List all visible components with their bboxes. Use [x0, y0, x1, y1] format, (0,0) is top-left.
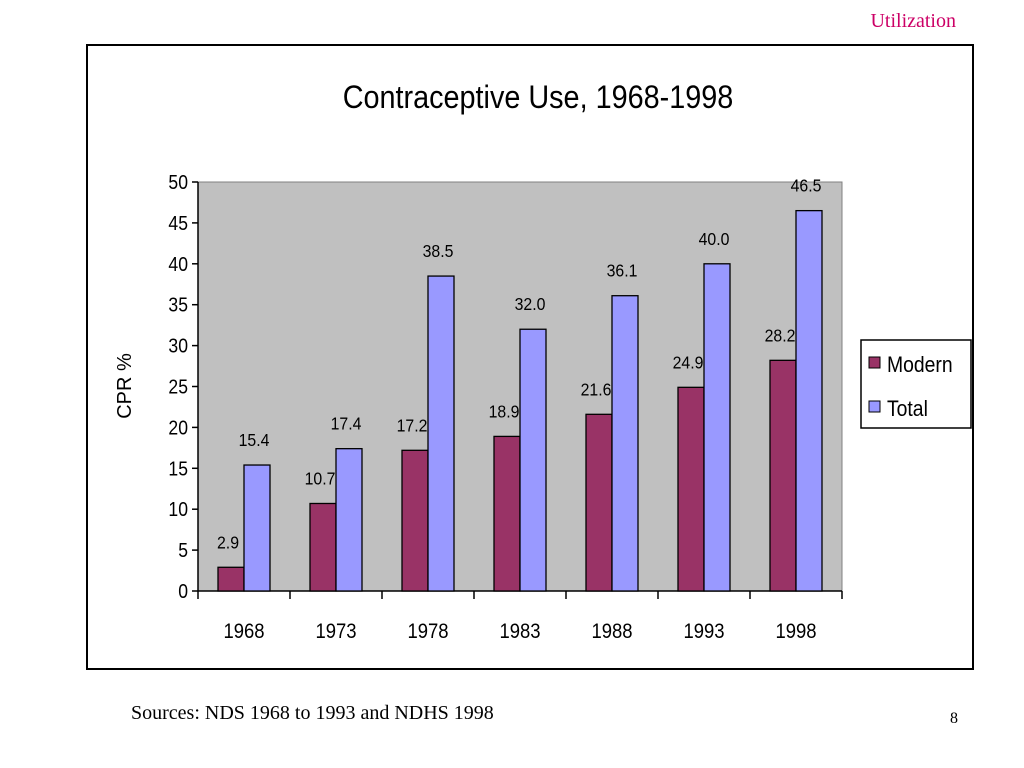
data-label-modern: 24.9 — [673, 352, 704, 372]
data-label-modern: 10.7 — [305, 469, 336, 489]
y-tick-label: 35 — [168, 294, 188, 316]
y-tick-label: 40 — [168, 253, 188, 275]
y-tick-label: 15 — [168, 457, 188, 479]
bar-total — [795, 209, 823, 592]
x-tick-label: 1973 — [315, 620, 356, 643]
y-tick-label: 20 — [168, 416, 188, 438]
data-label-modern: 17.2 — [397, 415, 428, 435]
legend: Modern Total — [860, 339, 972, 429]
bar-modern — [493, 435, 521, 592]
sources-note: Sources: NDS 1968 to 1993 and NDHS 1998 — [131, 702, 494, 724]
y-tick-label: 25 — [168, 375, 188, 397]
axes: 0 5 10 15 20 25 30 35 40 45 50 1968 1973 1978 1983 1988… — [168, 171, 843, 643]
bar-modern — [217, 566, 245, 592]
data-label-modern: 2.9 — [217, 532, 239, 552]
legend-box — [860, 339, 972, 429]
x-tick-label: 1988 — [591, 620, 632, 643]
data-label-modern: 21.6 — [581, 379, 612, 399]
bar-total — [703, 263, 731, 592]
y-tick-label: 0 — [178, 580, 188, 602]
x-tick-label: 1993 — [683, 620, 724, 643]
data-label-modern: 28.2 — [765, 325, 796, 345]
data-label-total: 40.0 — [699, 229, 730, 249]
data-label-total: 38.5 — [423, 241, 454, 261]
legend-swatch-total — [868, 400, 881, 413]
y-axis-label: CPR % — [114, 353, 136, 419]
y-tick-label: 30 — [168, 335, 188, 357]
data-label-total: 32.0 — [515, 294, 546, 314]
y-tick-label: 50 — [168, 171, 188, 193]
slide-header-tag: Utilization — [870, 10, 956, 32]
chart-svg: Contraceptive Use, 1968-1998 0 5 10 15 20 25 3… — [114, 80, 972, 643]
x-tick-label: 1968 — [223, 620, 264, 643]
bar-total — [335, 448, 363, 592]
data-label-total: 17.4 — [331, 414, 362, 434]
bar-total — [243, 464, 271, 592]
bar-modern — [309, 502, 337, 592]
bar-total — [611, 295, 639, 592]
chart-frame: Contraceptive Use, 1968-1998 0 5 10 15 20 25 3… — [86, 44, 974, 670]
data-label-total: 15.4 — [239, 430, 270, 450]
chart-title: Contraceptive Use, 1968-1998 — [343, 80, 734, 116]
x-tick-label: 1983 — [499, 620, 540, 643]
x-tick-label: 1998 — [775, 620, 816, 643]
page-number: 8 — [950, 710, 958, 727]
bar-total — [427, 275, 455, 592]
x-tick-label: 1978 — [407, 620, 448, 643]
bar-total — [519, 328, 547, 592]
data-labels: 2.9 15.4 10.7 17.4 17.2 38.5 18.9 32.0 21.6 36.1 2… — [217, 176, 821, 553]
legend-label-modern: Modern — [887, 353, 953, 377]
bar-modern — [401, 449, 429, 592]
data-label-modern: 18.9 — [489, 401, 520, 421]
y-tick-label: 45 — [168, 212, 188, 234]
data-label-total: 36.1 — [607, 261, 638, 281]
legend-swatch-modern — [868, 356, 881, 369]
y-tick-label: 10 — [168, 498, 188, 520]
y-tick-label: 5 — [178, 539, 188, 561]
bars — [217, 209, 823, 592]
data-label-total: 46.5 — [791, 176, 822, 196]
bar-modern — [769, 359, 797, 592]
bar-modern — [585, 413, 613, 592]
legend-label-total: Total — [887, 397, 928, 421]
bar-modern — [677, 386, 705, 592]
